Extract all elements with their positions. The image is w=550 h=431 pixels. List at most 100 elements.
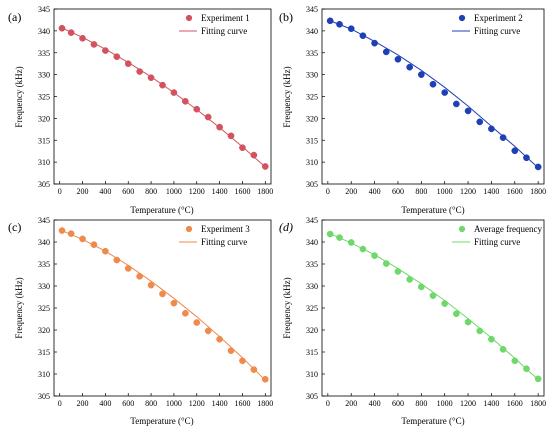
y-tick-label: 310: [38, 158, 50, 167]
data-point: [382, 48, 390, 56]
data-point: [216, 123, 223, 131]
fitting-curve-line: [59, 26, 266, 168]
x-tick-label: 1200: [460, 187, 476, 196]
x-tick-label: 200: [345, 187, 357, 196]
data-point: [67, 29, 75, 36]
data-point: [227, 132, 235, 140]
legend-marker: [458, 14, 466, 22]
y-tick-label: 320: [306, 326, 318, 335]
data-point: [464, 318, 472, 326]
y-tick-label: 320: [38, 326, 50, 335]
data-point: [523, 365, 530, 373]
x-tick-label: 600: [392, 187, 404, 196]
y-tick-label: 315: [306, 348, 318, 357]
data-point: [147, 281, 155, 289]
data-point: [102, 47, 109, 54]
data-point: [464, 107, 472, 115]
x-tick-label: 800: [415, 399, 427, 408]
y-axis-title: Frequency (kHz): [14, 66, 24, 127]
legend-marker: [185, 225, 193, 233]
y-tick-label: 340: [38, 27, 50, 36]
y-tick-label: 315: [38, 136, 50, 145]
data-point: [204, 327, 212, 335]
y-tick-label: 335: [38, 260, 50, 269]
data-point: [441, 300, 449, 307]
data-point: [79, 34, 86, 42]
x-tick-label: 600: [122, 187, 134, 196]
x-tick-label: 800: [145, 399, 157, 408]
chart-panel-2: 0 200 400 600 800 1000 1200 1400 1600 1800 305 310 3…: [279, 5, 546, 215]
data-point: [113, 53, 121, 61]
data-point: [326, 230, 334, 238]
y-tick-label: 340: [306, 238, 318, 247]
y-tick-label: 305: [38, 180, 50, 189]
y-tick-label: 330: [38, 71, 50, 80]
data-point: [170, 299, 178, 307]
data-point: [102, 247, 109, 255]
data-point: [371, 39, 378, 47]
data-point: [90, 241, 98, 248]
x-tick-label: 0: [58, 399, 62, 408]
data-point: [511, 357, 519, 365]
y-tick-label: 315: [306, 136, 318, 145]
data-point: [216, 335, 223, 343]
y-tick-label: 315: [38, 348, 50, 357]
data-point: [336, 20, 343, 28]
data-point: [159, 290, 166, 298]
data-point: [453, 310, 460, 318]
legend-label: Fitting curve: [201, 26, 247, 36]
x-tick-label: 1800: [530, 399, 546, 408]
legend-label: Experiment 3: [201, 224, 250, 234]
data-point: [250, 366, 258, 373]
x-tick-label: 1600: [507, 187, 523, 196]
data-point: [429, 292, 437, 300]
x-tick-label: 1600: [234, 399, 250, 408]
x-tick-label: 1000: [166, 399, 182, 408]
y-tick-label: 330: [38, 282, 50, 291]
x-tick-label: 1400: [212, 187, 228, 196]
x-tick-label: 1000: [437, 187, 453, 196]
x-tick-label: 1000: [437, 399, 453, 408]
legend-label: Fitting curve: [201, 237, 247, 247]
data-point: [193, 105, 201, 113]
data-point: [371, 252, 378, 259]
data-point: [347, 239, 355, 246]
y-tick-label: 335: [38, 49, 50, 58]
legend-label: Average frequency: [474, 224, 543, 234]
x-tick-label: 1000: [166, 187, 182, 196]
data-point: [67, 230, 75, 237]
data-point: [534, 163, 542, 171]
x-tick-label: 1800: [257, 187, 273, 196]
y-tick-label: 335: [306, 260, 318, 269]
y-tick-label: 345: [306, 5, 318, 14]
data-point: [499, 346, 507, 353]
x-tick-label: 1800: [257, 399, 273, 408]
panel-label: (a): [8, 10, 21, 24]
data-point: [441, 89, 449, 96]
y-tick-label: 345: [38, 5, 50, 14]
y-tick-label: 325: [306, 93, 318, 102]
data-point: [261, 375, 269, 383]
data-point: [359, 245, 367, 253]
data-point: [347, 25, 355, 33]
data-point: [382, 260, 390, 267]
y-tick-label: 325: [38, 93, 50, 102]
data-point: [204, 113, 212, 121]
data-point: [499, 134, 507, 141]
x-axis-title: Temperature (°C): [401, 416, 464, 426]
panel-label: (d): [279, 220, 293, 234]
x-tick-label: 400: [369, 187, 381, 196]
data-point: [429, 80, 437, 88]
data-point: [476, 118, 484, 126]
x-tick-label: 800: [145, 187, 157, 196]
x-tick-label: 1600: [234, 187, 250, 196]
data-point: [113, 256, 121, 264]
x-tick-label: 1600: [507, 399, 523, 408]
y-tick-label: 325: [306, 304, 318, 313]
y-tick-label: 310: [38, 370, 50, 379]
y-axis-title: Frequency (kHz): [282, 277, 292, 338]
fitting-curve-line: [327, 19, 539, 169]
data-point: [534, 375, 542, 383]
y-tick-label: 320: [38, 114, 50, 123]
